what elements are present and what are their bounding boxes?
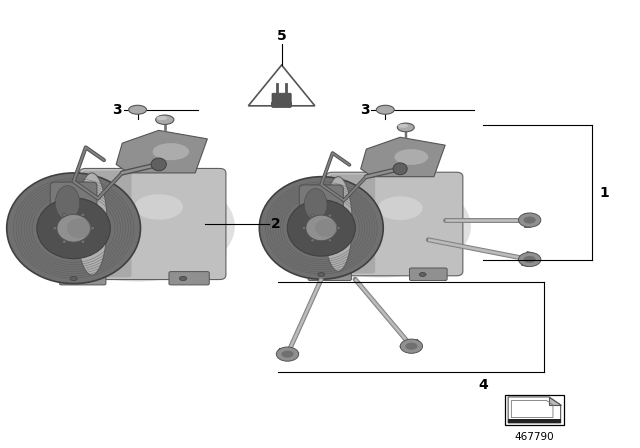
Ellipse shape xyxy=(315,219,337,237)
Ellipse shape xyxy=(276,347,299,361)
FancyBboxPatch shape xyxy=(50,182,97,249)
Bar xyxy=(508,419,561,423)
Ellipse shape xyxy=(40,171,235,282)
Ellipse shape xyxy=(259,177,383,279)
Ellipse shape xyxy=(518,213,541,227)
Polygon shape xyxy=(116,130,207,173)
FancyBboxPatch shape xyxy=(169,271,209,285)
Ellipse shape xyxy=(70,276,77,280)
Ellipse shape xyxy=(518,252,541,267)
Ellipse shape xyxy=(152,143,189,160)
Ellipse shape xyxy=(62,240,67,243)
Ellipse shape xyxy=(400,339,422,353)
Text: 4: 4 xyxy=(478,378,488,392)
Ellipse shape xyxy=(291,175,471,277)
FancyBboxPatch shape xyxy=(330,174,375,274)
FancyBboxPatch shape xyxy=(326,172,463,276)
Ellipse shape xyxy=(405,343,417,350)
Polygon shape xyxy=(524,213,530,227)
Ellipse shape xyxy=(337,226,340,229)
Ellipse shape xyxy=(306,215,337,241)
Polygon shape xyxy=(549,397,561,405)
Polygon shape xyxy=(508,397,561,423)
FancyBboxPatch shape xyxy=(60,271,106,285)
Ellipse shape xyxy=(393,163,407,175)
Ellipse shape xyxy=(67,218,91,238)
Ellipse shape xyxy=(378,196,422,220)
Ellipse shape xyxy=(129,105,147,114)
Text: 1: 1 xyxy=(600,185,609,200)
Text: 3: 3 xyxy=(360,103,369,117)
Ellipse shape xyxy=(134,194,183,220)
Ellipse shape xyxy=(81,213,85,216)
Ellipse shape xyxy=(328,239,332,242)
Ellipse shape xyxy=(56,186,79,220)
FancyBboxPatch shape xyxy=(272,93,291,108)
Text: 467790: 467790 xyxy=(515,432,554,442)
Text: 5: 5 xyxy=(276,29,287,43)
FancyBboxPatch shape xyxy=(79,168,226,280)
Ellipse shape xyxy=(282,350,294,358)
Bar xyxy=(271,102,292,107)
FancyBboxPatch shape xyxy=(83,171,132,277)
Ellipse shape xyxy=(6,173,141,284)
FancyBboxPatch shape xyxy=(308,268,351,280)
Text: 2: 2 xyxy=(271,217,281,231)
FancyBboxPatch shape xyxy=(300,185,343,247)
Ellipse shape xyxy=(524,216,536,224)
Ellipse shape xyxy=(156,115,174,125)
Ellipse shape xyxy=(311,239,314,242)
Text: 3: 3 xyxy=(112,103,122,117)
Polygon shape xyxy=(248,65,315,106)
Ellipse shape xyxy=(318,272,324,276)
Ellipse shape xyxy=(524,256,536,263)
Ellipse shape xyxy=(302,226,306,229)
Ellipse shape xyxy=(394,149,428,165)
Ellipse shape xyxy=(37,198,110,258)
Polygon shape xyxy=(361,137,445,177)
Ellipse shape xyxy=(311,214,314,217)
Polygon shape xyxy=(400,339,420,350)
Bar xyxy=(505,395,564,425)
Ellipse shape xyxy=(151,158,166,171)
Ellipse shape xyxy=(328,214,332,217)
Ellipse shape xyxy=(179,276,187,280)
Ellipse shape xyxy=(305,189,327,220)
Ellipse shape xyxy=(419,272,426,276)
Ellipse shape xyxy=(324,177,352,271)
Ellipse shape xyxy=(57,215,90,242)
FancyBboxPatch shape xyxy=(410,268,447,280)
Ellipse shape xyxy=(53,227,57,230)
Polygon shape xyxy=(522,252,532,266)
Ellipse shape xyxy=(62,213,67,216)
Ellipse shape xyxy=(81,240,85,243)
Ellipse shape xyxy=(90,227,94,230)
Ellipse shape xyxy=(397,123,414,132)
Ellipse shape xyxy=(287,200,355,256)
Ellipse shape xyxy=(376,105,394,114)
Ellipse shape xyxy=(77,173,107,275)
Ellipse shape xyxy=(156,116,167,120)
Ellipse shape xyxy=(398,124,408,128)
Polygon shape xyxy=(278,348,299,356)
